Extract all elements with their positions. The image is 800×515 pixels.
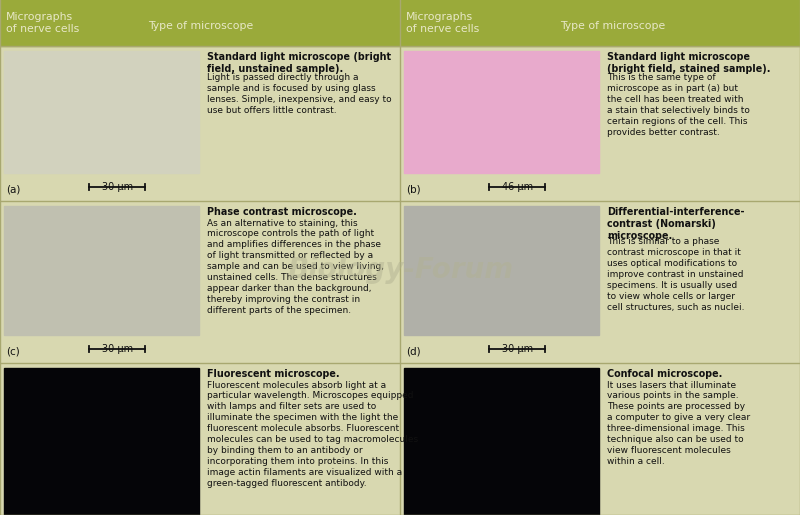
Text: Type of microscope: Type of microscope: [148, 21, 254, 31]
Text: Phase contrast microscope.: Phase contrast microscope.: [207, 207, 357, 217]
Text: This is similar to a phase
contrast microscope in that it
uses optical modificat: This is similar to a phase contrast micr…: [607, 237, 745, 312]
Bar: [404, 206, 599, 335]
Bar: [4, 368, 199, 515]
Text: (a): (a): [6, 184, 20, 194]
Text: Differential-interference-
contrast (Nomarski)
microscope.: Differential-interference- contrast (Nom…: [607, 207, 745, 241]
Bar: [4, 206, 199, 335]
Text: Light is passed directly through a
sample and is focused by using glass
lenses. : Light is passed directly through a sampl…: [207, 73, 392, 115]
Text: 46 μm: 46 μm: [502, 182, 533, 192]
Text: (b): (b): [406, 184, 421, 194]
Text: Biology-Forum: Biology-Forum: [287, 256, 513, 284]
Text: Standard light microscope (bright
field, unstained sample).: Standard light microscope (bright field,…: [207, 52, 391, 74]
Text: Standard light microscope
(bright field, stained sample).: Standard light microscope (bright field,…: [607, 52, 770, 74]
Bar: [4, 51, 199, 173]
Text: 30 μm: 30 μm: [102, 344, 133, 354]
Text: This is the same type of
microscope as in part (a) but
the cell has been treated: This is the same type of microscope as i…: [607, 73, 750, 137]
Bar: [404, 368, 599, 515]
Text: 30 μm: 30 μm: [102, 182, 133, 192]
Bar: [404, 51, 599, 173]
Text: Type of microscope: Type of microscope: [560, 21, 666, 31]
Text: Micrographs
of nerve cells: Micrographs of nerve cells: [406, 12, 479, 35]
Text: Confocal microscope.: Confocal microscope.: [607, 369, 722, 379]
Text: Micrographs
of nerve cells: Micrographs of nerve cells: [6, 12, 79, 35]
Text: Fluorescent microscope.: Fluorescent microscope.: [207, 369, 340, 379]
Text: As an alternative to staining, this
microscope controls the path of light
and am: As an alternative to staining, this micr…: [207, 218, 384, 315]
Text: It uses lasers that illuminate
various points in the sample.
These points are pr: It uses lasers that illuminate various p…: [607, 381, 750, 466]
Text: 30 μm: 30 μm: [502, 344, 533, 354]
Bar: [0, 0, 800, 46]
Text: Fluorescent molecules absorb light at a
particular wavelength. Microscopes equip: Fluorescent molecules absorb light at a …: [207, 381, 418, 488]
Text: (c): (c): [6, 346, 20, 356]
Text: (d): (d): [406, 346, 421, 356]
